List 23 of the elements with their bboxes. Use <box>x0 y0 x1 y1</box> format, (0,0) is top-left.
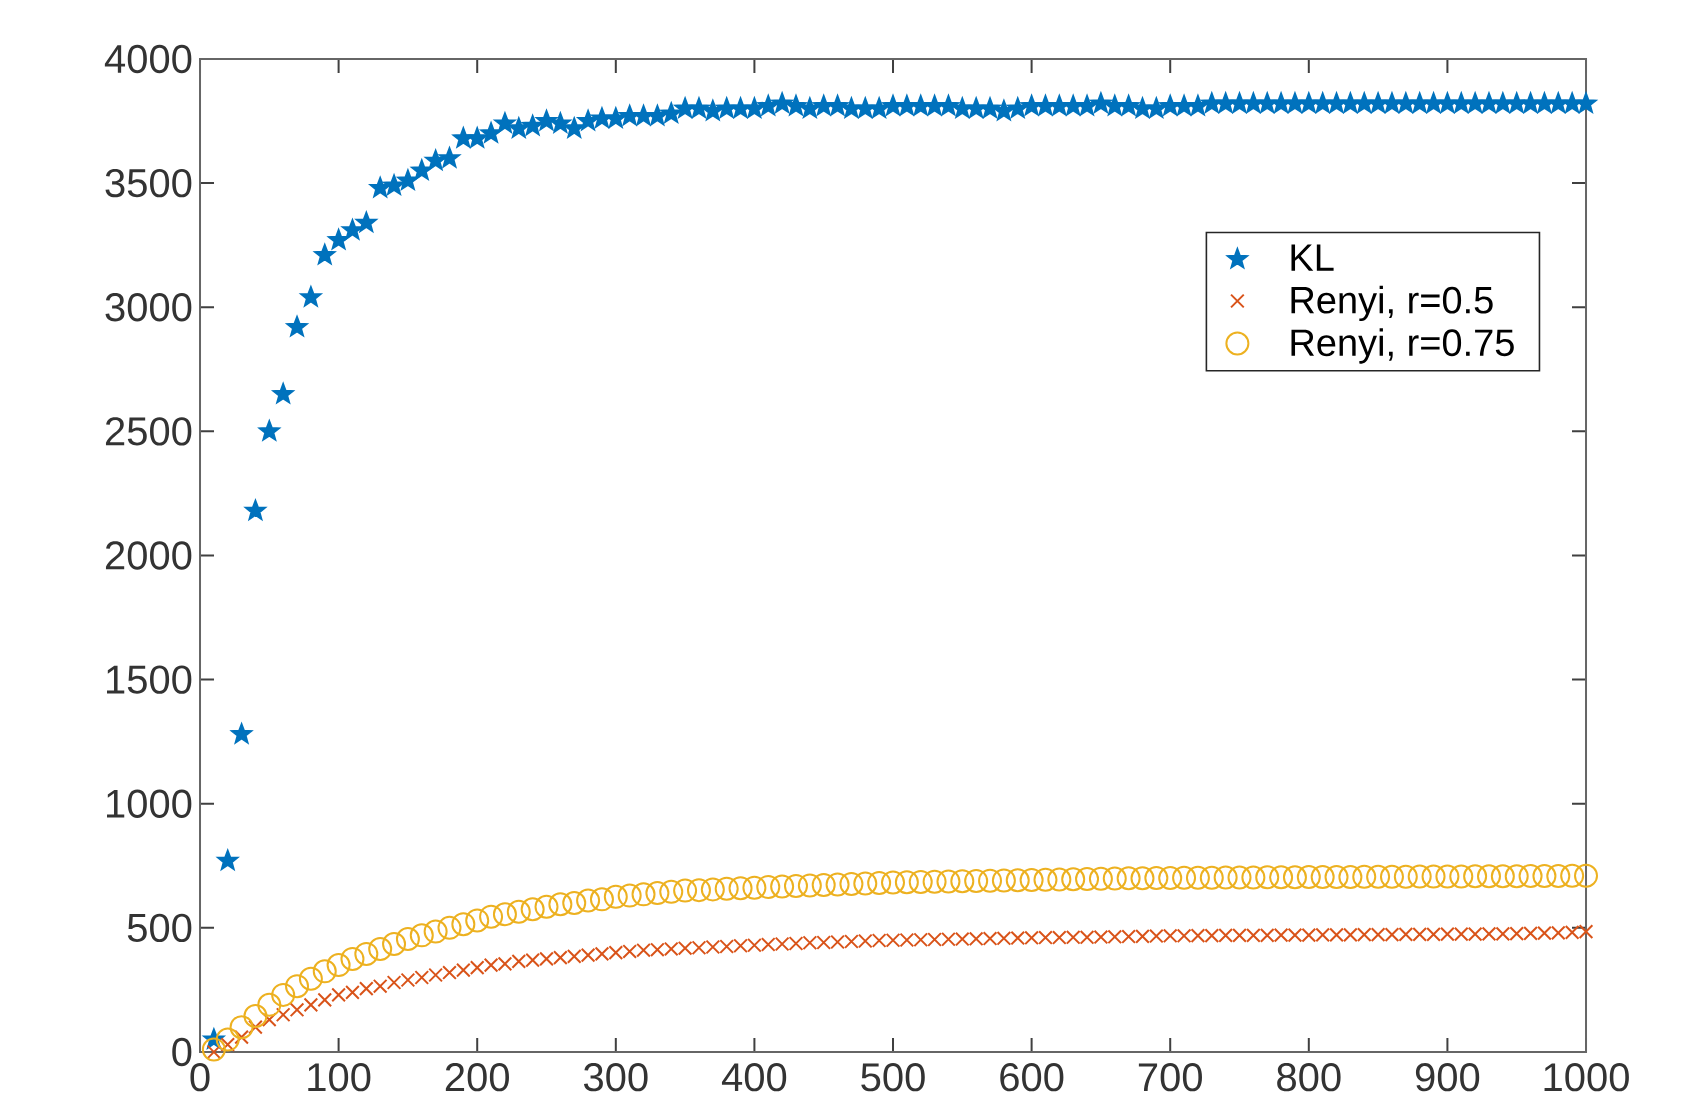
x-tick-label: 400 <box>721 1063 787 1092</box>
y-tick-label: 500 <box>127 913 192 943</box>
y-tick-label: 3000 <box>105 293 192 322</box>
y-tick-label: 0 <box>172 1037 192 1067</box>
y-tick-label: 3500 <box>105 168 192 198</box>
legend-label: Renyi, r=0.75 <box>1291 328 1514 364</box>
y-tick-label: 4000 <box>104 44 192 74</box>
y-tick-label: 2000 <box>105 541 192 570</box>
x-tick-label: 500 <box>861 1063 925 1092</box>
x-tick-label: 1000 <box>1544 1063 1629 1092</box>
y-tick-label: 1500 <box>107 665 192 694</box>
x-tick-label: 100 <box>308 1063 371 1092</box>
x-tick-label: 0 <box>190 1063 210 1092</box>
x-tick-label: 300 <box>583 1063 648 1092</box>
x-tick-label: 800 <box>1277 1063 1341 1092</box>
x-tick-label: 600 <box>1000 1063 1064 1092</box>
x-tick-label: 700 <box>1138 1063 1202 1092</box>
legend-label: KL <box>1291 244 1334 271</box>
legend-label: Renyi, r=0.5 <box>1291 285 1493 322</box>
x-tick-label: 200 <box>445 1063 509 1092</box>
y-tick-label: 1000 <box>107 789 192 818</box>
x-tick-label: 900 <box>1415 1063 1480 1092</box>
y-tick-label: 2500 <box>105 417 192 446</box>
